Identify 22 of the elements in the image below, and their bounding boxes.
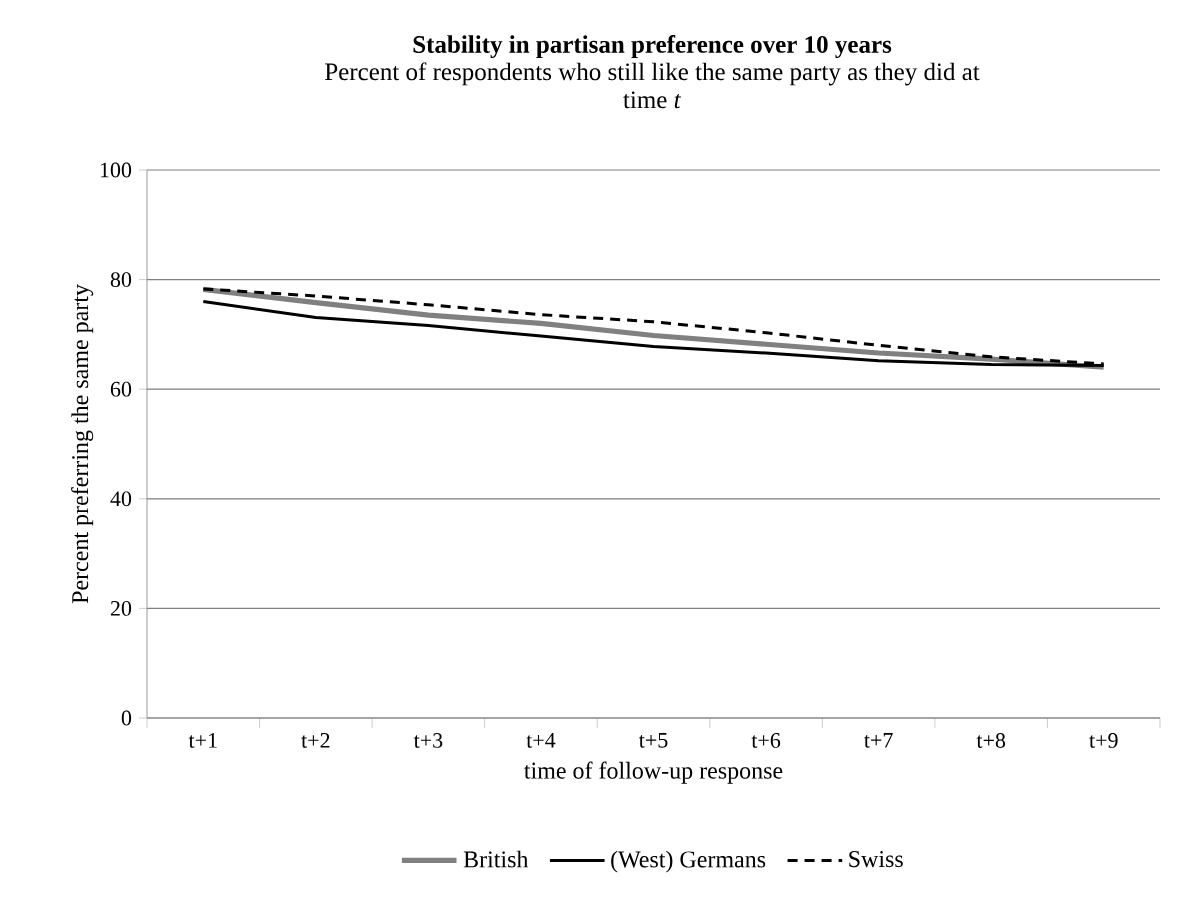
x-axis-title: time of follow-up response	[524, 761, 783, 784]
x-tick-label: t+9	[1089, 733, 1118, 748]
x-tick-label: t+8	[976, 733, 1006, 748]
y-tick-label: 60	[110, 381, 132, 397]
x-tick-label: t+1	[188, 733, 217, 748]
x-tick-label: t+5	[638, 733, 668, 748]
y-tick-label: 0	[121, 710, 132, 726]
y-tick-label: 100	[100, 162, 132, 178]
legend-label: (West) Germans	[611, 850, 766, 873]
x-tick-label: t+6	[751, 733, 781, 748]
y-tick-label: 80	[110, 272, 132, 288]
x-tick-label: t+4	[526, 733, 556, 748]
chart-subtitle: Percent of respondents who still like the same party as they did at time t	[325, 62, 980, 109]
chart-title: Stability in partisan preference over 10 years	[413, 35, 892, 59]
x-tick-label: t+3	[413, 733, 443, 748]
y-tick-label: 20	[110, 600, 132, 616]
x-tick-label: t+2	[301, 733, 330, 748]
legend-label: British	[463, 850, 529, 868]
legend-label: Swiss	[849, 851, 903, 868]
x-tick-label: t+7	[864, 733, 893, 748]
y-axis-title: Percent preferring the same party	[71, 284, 94, 604]
y-tick-label: 40	[110, 491, 132, 507]
